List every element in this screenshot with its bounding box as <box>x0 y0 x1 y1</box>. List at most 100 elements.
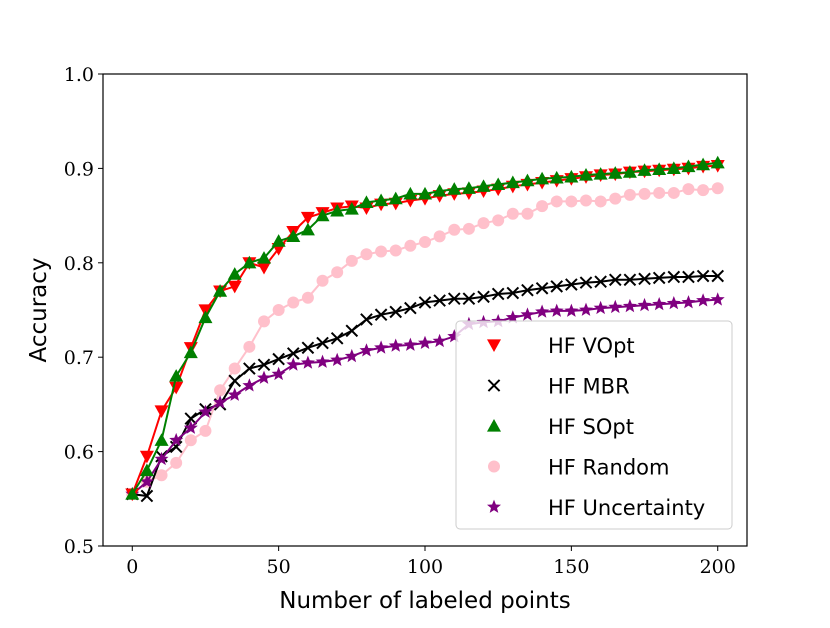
data-point <box>315 208 330 222</box>
data-point <box>521 207 534 220</box>
data-point <box>462 222 475 235</box>
data-point <box>183 420 198 434</box>
data-point <box>433 294 446 307</box>
x-tick-label: 150 <box>553 556 589 578</box>
data-point <box>344 348 359 363</box>
data-point <box>345 324 359 338</box>
data-point <box>667 186 680 199</box>
y-axis-label: Accuracy <box>26 257 52 362</box>
y-tick-label: 0.7 <box>64 347 94 369</box>
data-point <box>214 384 227 397</box>
data-point <box>388 338 403 352</box>
data-point <box>257 370 271 384</box>
data-point <box>359 343 374 357</box>
data-point <box>374 193 389 207</box>
data-point <box>300 222 315 236</box>
legend-label: HF SOpt <box>548 415 634 439</box>
legend-item: HF Random <box>488 456 670 480</box>
x-tick-label: 0 <box>126 556 138 578</box>
data-point <box>170 456 183 469</box>
legend-item: HF VOpt <box>487 334 635 358</box>
data-point <box>608 273 622 287</box>
legend-label: HF Uncertainty <box>548 496 705 520</box>
data-point <box>360 313 373 326</box>
series-layer <box>125 155 725 503</box>
data-point <box>139 450 154 464</box>
data-point <box>447 182 462 195</box>
data-point <box>227 387 242 401</box>
data-point <box>506 286 520 300</box>
data-point <box>316 336 329 350</box>
legend-label: HF VOpt <box>548 334 635 358</box>
data-point <box>154 433 169 446</box>
data-point <box>403 337 418 351</box>
data-point <box>316 274 329 287</box>
data-point <box>652 297 667 311</box>
y-tick-label: 0.5 <box>64 536 94 558</box>
data-point <box>653 186 666 199</box>
data-point <box>608 166 623 179</box>
data-point <box>271 366 286 381</box>
data-point <box>666 161 681 174</box>
data-point <box>487 339 501 352</box>
data-point <box>257 358 271 372</box>
data-point <box>315 354 330 368</box>
data-point <box>184 434 197 447</box>
data-point <box>331 266 344 279</box>
data-point <box>696 269 710 283</box>
data-point <box>579 276 593 289</box>
data-point <box>403 186 418 200</box>
data-point <box>198 404 213 418</box>
data-point <box>622 165 637 178</box>
data-point <box>488 460 500 473</box>
data-point <box>652 271 666 285</box>
data-point <box>487 419 501 432</box>
data-point <box>139 474 154 488</box>
data-point <box>227 280 242 294</box>
data-point <box>360 248 373 261</box>
data-point <box>432 333 447 348</box>
data-point <box>418 296 432 309</box>
data-point <box>169 432 184 447</box>
data-point <box>257 261 271 275</box>
data-point <box>213 395 228 409</box>
data-point <box>389 244 402 257</box>
y-tick-label: 1.0 <box>64 64 94 86</box>
data-point <box>520 173 535 187</box>
data-point <box>622 298 637 313</box>
data-point <box>550 195 563 208</box>
data-point <box>462 292 476 305</box>
data-point <box>257 251 271 264</box>
data-point <box>243 340 256 353</box>
data-point <box>243 362 256 375</box>
data-point <box>199 424 212 437</box>
data-point <box>301 341 315 355</box>
data-point <box>448 223 461 236</box>
data-point <box>344 201 359 215</box>
data-point <box>564 169 579 183</box>
data-point <box>487 379 501 392</box>
data-point <box>447 329 462 343</box>
series-hf-sopt <box>125 155 725 500</box>
data-point <box>242 378 257 392</box>
data-point <box>593 167 608 180</box>
data-point <box>183 345 198 359</box>
data-point <box>638 272 651 286</box>
legend-item: HF SOpt <box>487 415 634 439</box>
data-point <box>300 355 315 369</box>
data-point <box>227 267 242 280</box>
x-tick-label: 200 <box>700 556 736 578</box>
data-point <box>681 159 696 173</box>
data-point <box>697 184 710 197</box>
data-point <box>271 234 286 247</box>
data-point <box>258 315 270 328</box>
data-point <box>169 440 183 454</box>
data-point <box>228 374 242 388</box>
data-point <box>418 335 432 349</box>
data-point <box>696 293 711 307</box>
data-point <box>169 369 184 382</box>
data-point <box>652 162 667 175</box>
data-point <box>535 171 550 185</box>
